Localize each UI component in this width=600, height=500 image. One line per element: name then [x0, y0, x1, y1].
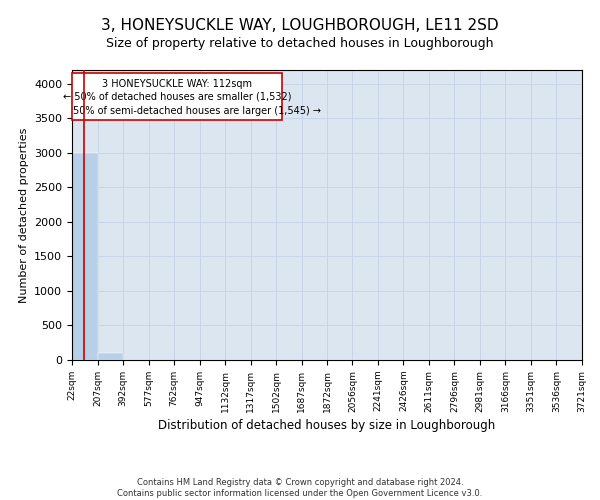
Bar — [72, 153, 98, 360]
Text: 50% of semi-detached houses are larger (1,545) →: 50% of semi-detached houses are larger (… — [73, 106, 322, 117]
Text: 3 HONEYSUCKLE WAY: 112sqm: 3 HONEYSUCKLE WAY: 112sqm — [102, 78, 252, 88]
X-axis label: Distribution of detached houses by size in Loughborough: Distribution of detached houses by size … — [158, 419, 496, 432]
Y-axis label: Number of detached properties: Number of detached properties — [19, 128, 29, 302]
Text: ← 50% of detached houses are smaller (1,532): ← 50% of detached houses are smaller (1,… — [63, 92, 291, 102]
Text: Size of property relative to detached houses in Loughborough: Size of property relative to detached ho… — [106, 38, 494, 51]
Text: Contains HM Land Registry data © Crown copyright and database right 2024.
Contai: Contains HM Land Registry data © Crown c… — [118, 478, 482, 498]
FancyBboxPatch shape — [72, 74, 282, 120]
Bar — [98, 353, 123, 360]
Text: 3, HONEYSUCKLE WAY, LOUGHBOROUGH, LE11 2SD: 3, HONEYSUCKLE WAY, LOUGHBOROUGH, LE11 2… — [101, 18, 499, 32]
